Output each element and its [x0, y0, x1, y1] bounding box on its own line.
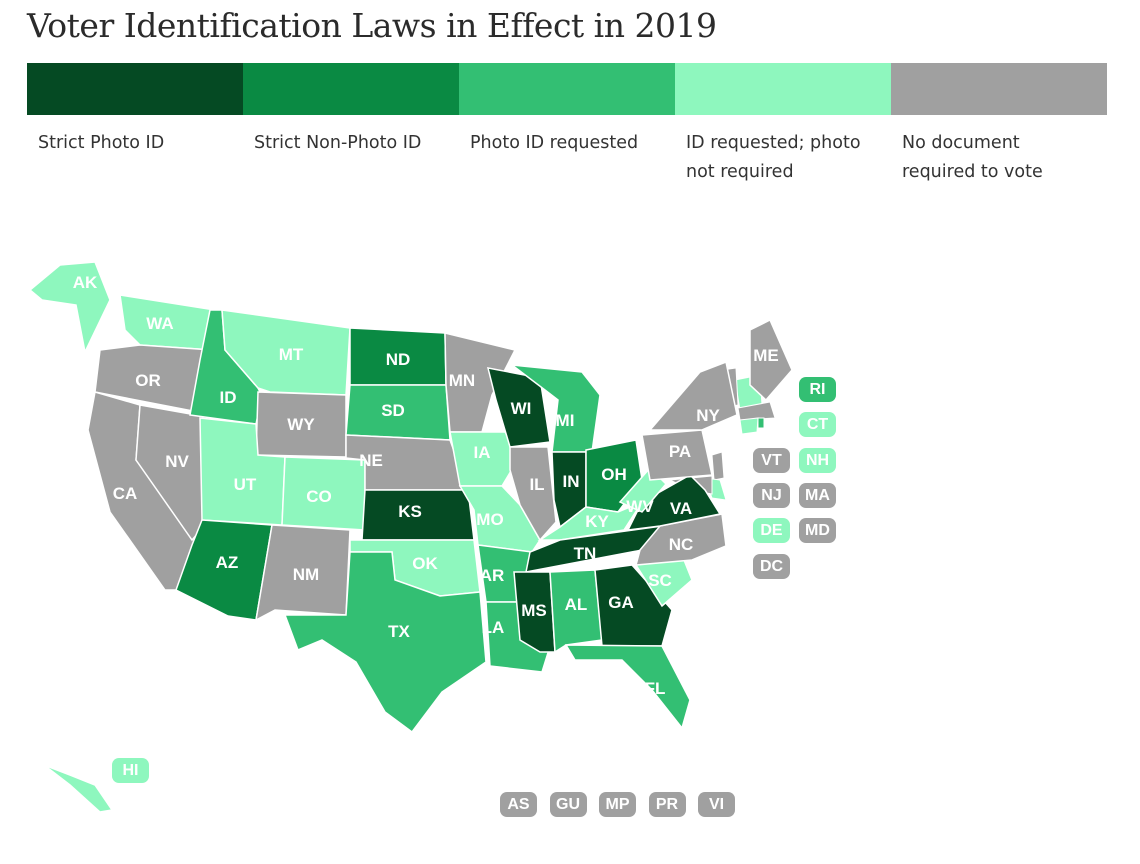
page-title: Voter Identification Laws in Effect in 2… [27, 6, 717, 45]
state-label: CA [113, 484, 138, 503]
legend: Strict Photo ID Strict Non-Photo ID Phot… [27, 63, 1107, 187]
state-label: WV [626, 497, 654, 516]
state-hi[interactable] [43, 764, 114, 813]
badge-mp[interactable]: MP [599, 792, 636, 817]
state-label: AR [480, 566, 505, 585]
state-label: KY [585, 512, 609, 531]
legend-swatch [891, 63, 1107, 115]
badge-nh[interactable]: NH [799, 448, 836, 473]
state-label: OK [412, 554, 438, 573]
small-state-shape[interactable] [737, 401, 776, 421]
state-label: MT [279, 345, 304, 364]
state-label: WY [287, 415, 315, 434]
badge-md[interactable]: MD [799, 518, 836, 543]
legend-swatch [27, 63, 243, 115]
state-pa[interactable] [641, 429, 713, 481]
badge-vt[interactable]: VT [753, 448, 790, 473]
badge-as[interactable]: AS [500, 792, 537, 817]
legend-strict-photo[interactable]: Strict Photo ID [27, 63, 243, 187]
badge-ma[interactable]: MA [799, 483, 836, 508]
badge-gu[interactable]: GU [549, 792, 587, 817]
state-label: MS [521, 601, 547, 620]
state-nm[interactable] [255, 524, 351, 622]
badge-de[interactable]: DE [753, 518, 790, 543]
state-ny[interactable] [648, 360, 738, 431]
state-ms[interactable] [513, 571, 556, 653]
badge-hi[interactable]: HI [112, 758, 149, 783]
small-state-shape[interactable] [711, 451, 725, 481]
state-label: KS [398, 502, 422, 521]
state-ak[interactable] [28, 261, 111, 355]
state-label: SC [648, 571, 672, 590]
state-fl[interactable] [564, 644, 691, 730]
state-label: AL [565, 595, 588, 614]
state-label: NY [696, 406, 720, 425]
legend-strict-nonphoto[interactable]: Strict Non-Photo ID [243, 63, 459, 187]
state-label: UT [234, 475, 257, 494]
legend-label: No document required to vote [902, 133, 1043, 182]
badge-nj[interactable]: NJ [753, 483, 790, 508]
state-mo[interactable] [458, 485, 541, 553]
state-label: IL [529, 475, 544, 494]
state-label: NE [359, 451, 383, 470]
state-label: TX [388, 622, 410, 641]
state-label: OR [135, 371, 161, 390]
state-al[interactable] [549, 569, 603, 654]
state-label: ME [753, 346, 779, 365]
small-state-shape[interactable] [757, 417, 765, 429]
state-label: NV [165, 452, 189, 471]
small-state-shape[interactable] [739, 417, 759, 435]
state-label: WI [511, 399, 532, 418]
state-label: PA [669, 442, 691, 461]
legend-label: Strict Non-Photo ID [254, 133, 422, 153]
legend-swatch [459, 63, 675, 115]
state-label: SD [381, 401, 405, 420]
state-label: MI [556, 411, 575, 430]
state-label: VA [670, 499, 692, 518]
state-label: WA [146, 314, 173, 333]
legend-photo-requested[interactable]: Photo ID requested [459, 63, 675, 187]
state-label: TN [574, 544, 597, 563]
legend-id-requested[interactable]: ID requested; photo not required [675, 63, 891, 187]
state-label: GA [608, 593, 634, 612]
state-label: IA [474, 443, 491, 462]
legend-label: Photo ID requested [470, 133, 639, 153]
badge-pr[interactable]: PR [648, 792, 686, 817]
state-label: OH [601, 465, 627, 484]
state-label: NC [669, 535, 694, 554]
state-label: AK [73, 273, 98, 292]
state-label: ID [220, 388, 237, 407]
badge-dc[interactable]: DC [753, 554, 790, 579]
state-label: FL [645, 679, 666, 698]
state-tx[interactable] [283, 551, 487, 734]
legend-no-document[interactable]: No document required to vote [891, 63, 1107, 187]
badge-vi[interactable]: VI [698, 792, 735, 817]
legend-label: Strict Photo ID [38, 133, 165, 153]
state-label: ND [386, 350, 411, 369]
legend-swatch [675, 63, 891, 115]
state-ga[interactable] [594, 564, 673, 647]
state-label: AZ [216, 553, 239, 572]
legend-swatch [243, 63, 459, 115]
state-me[interactable] [749, 318, 793, 402]
state-label: MO [476, 510, 503, 529]
state-label: CO [306, 487, 332, 506]
legend-label: ID requested; photo not required [686, 133, 861, 182]
state-label: IN [563, 472, 580, 491]
state-label: MN [449, 371, 475, 390]
state-label: NM [293, 565, 319, 584]
state-label: LA [482, 618, 505, 637]
badge-ct[interactable]: CT [799, 412, 836, 437]
badge-ri[interactable]: RI [799, 377, 836, 402]
